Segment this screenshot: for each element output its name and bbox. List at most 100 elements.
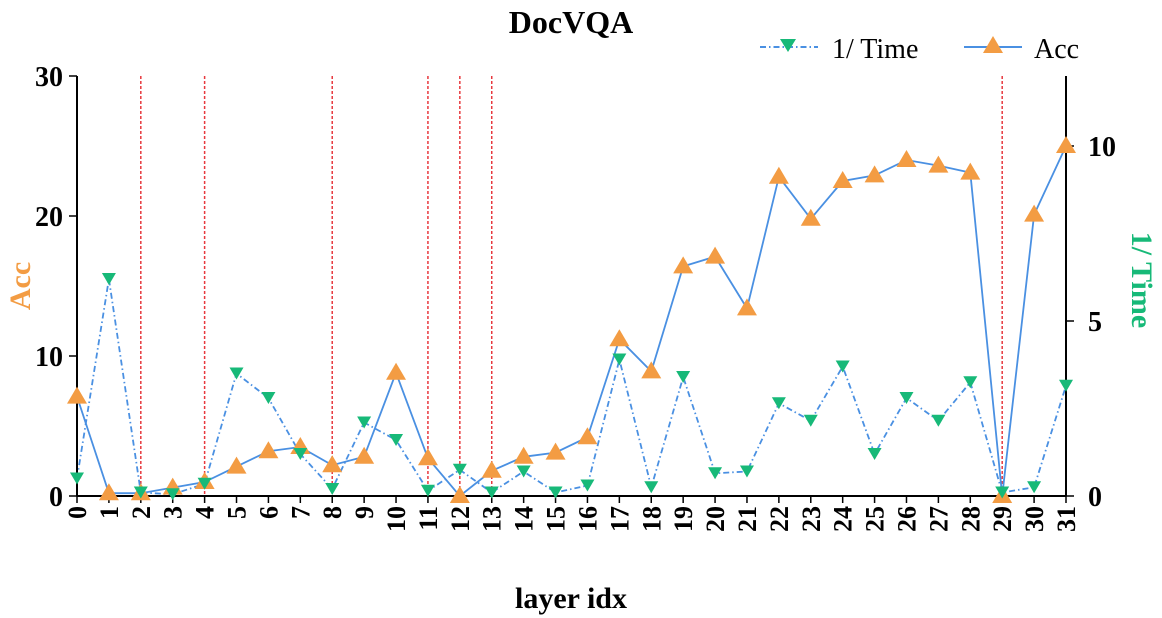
time-marker [867, 448, 882, 460]
x-tick-label: 2 [127, 506, 156, 519]
acc-marker [354, 446, 375, 464]
y-tick-label-right: 10 [1088, 132, 1116, 163]
time-marker [899, 392, 914, 404]
tick-layer: 0 1 2 3 4 5 6 7 8 9 10 11 12 13 14 15 16 17 18 19 20 21 22 23 24… [35, 62, 1116, 532]
acc-marker [67, 386, 87, 404]
acc-marker [98, 483, 119, 501]
acc-marker [417, 448, 438, 466]
time-marker [133, 486, 148, 499]
time-marker [644, 481, 659, 494]
acc-marker [449, 486, 470, 503]
time-marker [389, 434, 404, 446]
acc-marker [736, 298, 757, 316]
time-marker [70, 472, 84, 485]
acc-marker [258, 441, 279, 459]
acc-marker [705, 246, 726, 264]
x-tick-label: 12 [446, 506, 475, 532]
marker-layer [67, 136, 1076, 503]
acc-marker [896, 150, 917, 167]
x-tick-label: 25 [861, 506, 890, 532]
time-marker [739, 465, 754, 478]
x-tick-label: 29 [988, 506, 1017, 532]
y-tick-label-right: 0 [1088, 482, 1102, 513]
acc-marker [322, 455, 343, 473]
acc-marker [386, 362, 407, 380]
acc-marker [1056, 136, 1076, 153]
series-line-acc [76, 145, 1067, 498]
time-marker [580, 479, 595, 492]
x-tick-label: 0 [63, 506, 92, 519]
acc-marker [673, 256, 694, 274]
y-tick-label-left: 30 [35, 62, 63, 93]
y-axis-label-right: 1/ Time [1125, 232, 1158, 328]
x-tick-label: 20 [701, 506, 730, 532]
acc-marker [1024, 204, 1045, 222]
time-marker [357, 416, 372, 429]
legend: 1/ Time Acc [760, 34, 1079, 65]
time-marker [931, 414, 946, 427]
x-tick-label: 15 [542, 506, 571, 532]
x-tick-label: 28 [956, 506, 985, 532]
y-tick-label-left: 0 [49, 482, 63, 513]
x-tick-label: 26 [892, 506, 921, 532]
time-marker [803, 414, 818, 427]
time-marker [165, 488, 180, 501]
acc-marker [960, 162, 981, 180]
x-tick-label: 24 [829, 506, 858, 532]
legend-time-marker [780, 39, 796, 52]
time-marker [995, 486, 1010, 499]
x-tick-label: 3 [159, 506, 188, 519]
time-marker [197, 477, 212, 490]
x-tick-label: 6 [254, 506, 283, 519]
x-tick-label: 21 [733, 506, 762, 532]
time-marker [771, 397, 786, 410]
time-marker [548, 486, 563, 499]
acc-marker [928, 155, 949, 173]
acc-marker [481, 460, 502, 478]
y-tick-label-left: 10 [35, 342, 63, 373]
x-tick-label: 18 [637, 506, 666, 532]
acc-marker [768, 166, 789, 184]
x-tick-label: 9 [350, 506, 379, 519]
time-marker [101, 273, 116, 285]
time-marker [612, 353, 627, 366]
series-line-time [76, 278, 1067, 496]
x-tick-label: 7 [286, 506, 315, 519]
x-tick-label: 30 [1020, 506, 1049, 532]
acc-marker [864, 165, 885, 183]
acc-marker [513, 446, 534, 464]
vline-layer [140, 76, 1003, 496]
time-marker [452, 463, 467, 476]
series-layer [76, 145, 1067, 498]
x-tick-label: 1 [95, 506, 124, 519]
time-marker [516, 465, 531, 478]
acc-marker [641, 361, 662, 379]
time-marker [420, 484, 435, 497]
acc-marker [577, 427, 598, 445]
acc-marker [832, 171, 853, 188]
x-tick-label: 14 [510, 506, 539, 532]
x-tick-label: 5 [223, 506, 252, 519]
acc-marker [800, 208, 821, 226]
x-tick-label: 17 [605, 506, 634, 532]
legend-acc-label: Acc [1034, 34, 1079, 65]
time-marker [293, 448, 308, 460]
x-tick-label: 4 [191, 506, 220, 519]
axes-layer [76, 76, 1067, 497]
x-tick-label: 19 [669, 506, 698, 532]
time-marker [963, 376, 978, 389]
y-tick-label-right: 5 [1088, 307, 1102, 338]
time-marker [1059, 379, 1073, 392]
x-tick-label: 8 [318, 506, 347, 519]
y-axis-label-left: Acc [4, 262, 37, 310]
time-marker [261, 392, 276, 404]
x-tick-label: 27 [924, 506, 953, 532]
legend-acc-marker [983, 36, 1003, 53]
acc-marker [609, 329, 630, 347]
x-tick-label: 22 [765, 506, 794, 532]
acc-marker [226, 456, 247, 474]
x-tick-label: 23 [797, 506, 826, 532]
x-tick-label: 11 [414, 506, 443, 531]
x-tick-label: 13 [478, 506, 507, 532]
